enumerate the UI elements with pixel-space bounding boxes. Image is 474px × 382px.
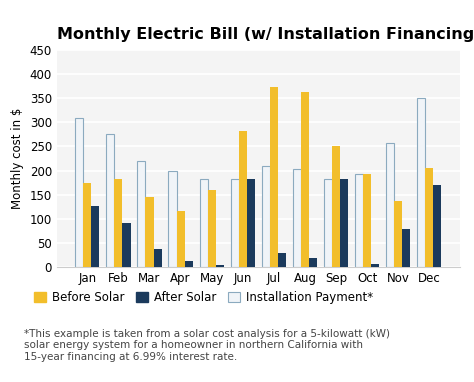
Bar <box>386 142 394 267</box>
Text: Monthly Electric Bill (w/ Installation Financing): Monthly Electric Bill (w/ Installation F… <box>57 26 474 42</box>
Bar <box>185 261 193 267</box>
Bar <box>168 171 176 267</box>
Bar <box>332 146 340 267</box>
Bar <box>75 118 83 267</box>
Bar <box>425 168 433 267</box>
Bar <box>122 223 130 267</box>
Bar <box>394 201 402 267</box>
Bar <box>324 179 332 267</box>
Y-axis label: Monthly cost in $: Monthly cost in $ <box>11 108 24 209</box>
Bar <box>137 161 146 267</box>
Bar <box>176 211 185 267</box>
Bar <box>417 98 425 267</box>
Bar <box>247 179 255 267</box>
Bar <box>433 185 441 267</box>
Bar <box>340 179 348 267</box>
Bar <box>106 134 114 267</box>
Bar <box>402 229 410 267</box>
Text: *This example is taken from a solar cost analysis for a 5-kilowatt (kW)
solar en: *This example is taken from a solar cost… <box>24 329 390 362</box>
Bar <box>355 175 363 267</box>
Bar <box>262 166 270 267</box>
Bar <box>216 265 224 267</box>
Bar <box>83 183 91 267</box>
Bar <box>270 87 278 267</box>
Bar <box>154 249 162 267</box>
Bar <box>208 190 216 267</box>
Bar <box>278 253 286 267</box>
Bar <box>309 258 317 267</box>
Bar <box>371 264 379 267</box>
Bar <box>200 179 208 267</box>
Bar <box>146 197 154 267</box>
Legend: Before Solar, After Solar, Installation Payment*: Before Solar, After Solar, Installation … <box>29 287 378 309</box>
Bar <box>363 175 371 267</box>
Bar <box>301 92 309 267</box>
Bar <box>114 179 122 267</box>
Bar <box>231 179 239 267</box>
Bar <box>293 169 301 267</box>
Bar <box>91 206 100 267</box>
Bar <box>239 131 247 267</box>
